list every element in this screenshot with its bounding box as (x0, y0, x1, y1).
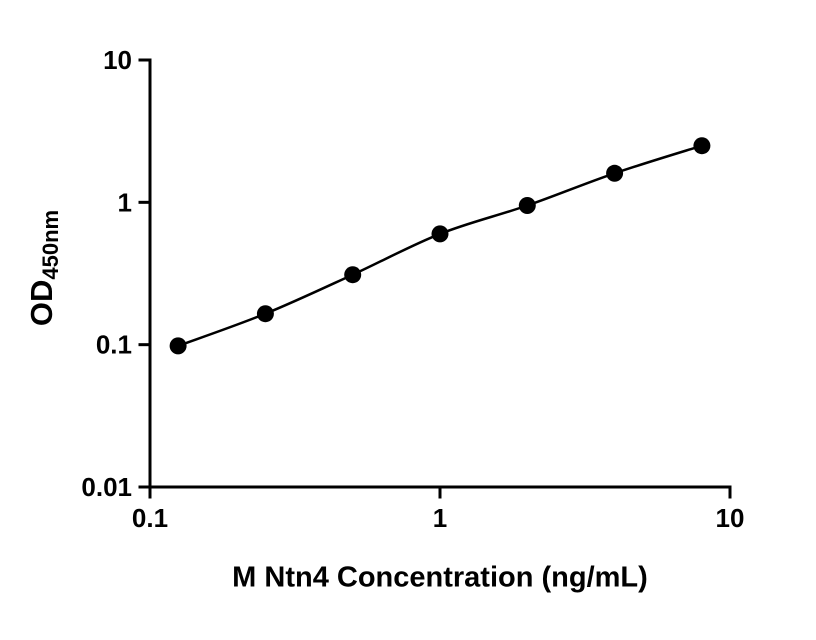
data-point-marker (518, 197, 536, 214)
x-tick-label: 0.1 (132, 503, 168, 533)
data-point-marker (256, 305, 274, 323)
data-point-marker (431, 225, 449, 243)
y-axis-title: OD450nm (24, 210, 64, 326)
x-tick-label: 10 (716, 503, 745, 533)
y-tick-label: 0.01 (81, 472, 132, 502)
x-axis-title: M Ntn4 Concentration (ng/mL) (232, 561, 648, 594)
y-tick-label: 1 (118, 187, 132, 217)
x-tick-label: 1 (433, 503, 447, 533)
data-point-marker (693, 137, 711, 155)
data-point-marker (606, 164, 624, 182)
axes (138, 58, 732, 499)
standard-curve-line (177, 144, 703, 348)
y-tick-label: 0.1 (96, 330, 132, 360)
y-axis-title-main: OD (24, 279, 59, 327)
y-axis-title-subscript: 450nm (38, 209, 63, 280)
data-point-marker (169, 337, 187, 355)
data-point-marker (344, 266, 362, 284)
y-tick-label: 10 (103, 45, 132, 75)
